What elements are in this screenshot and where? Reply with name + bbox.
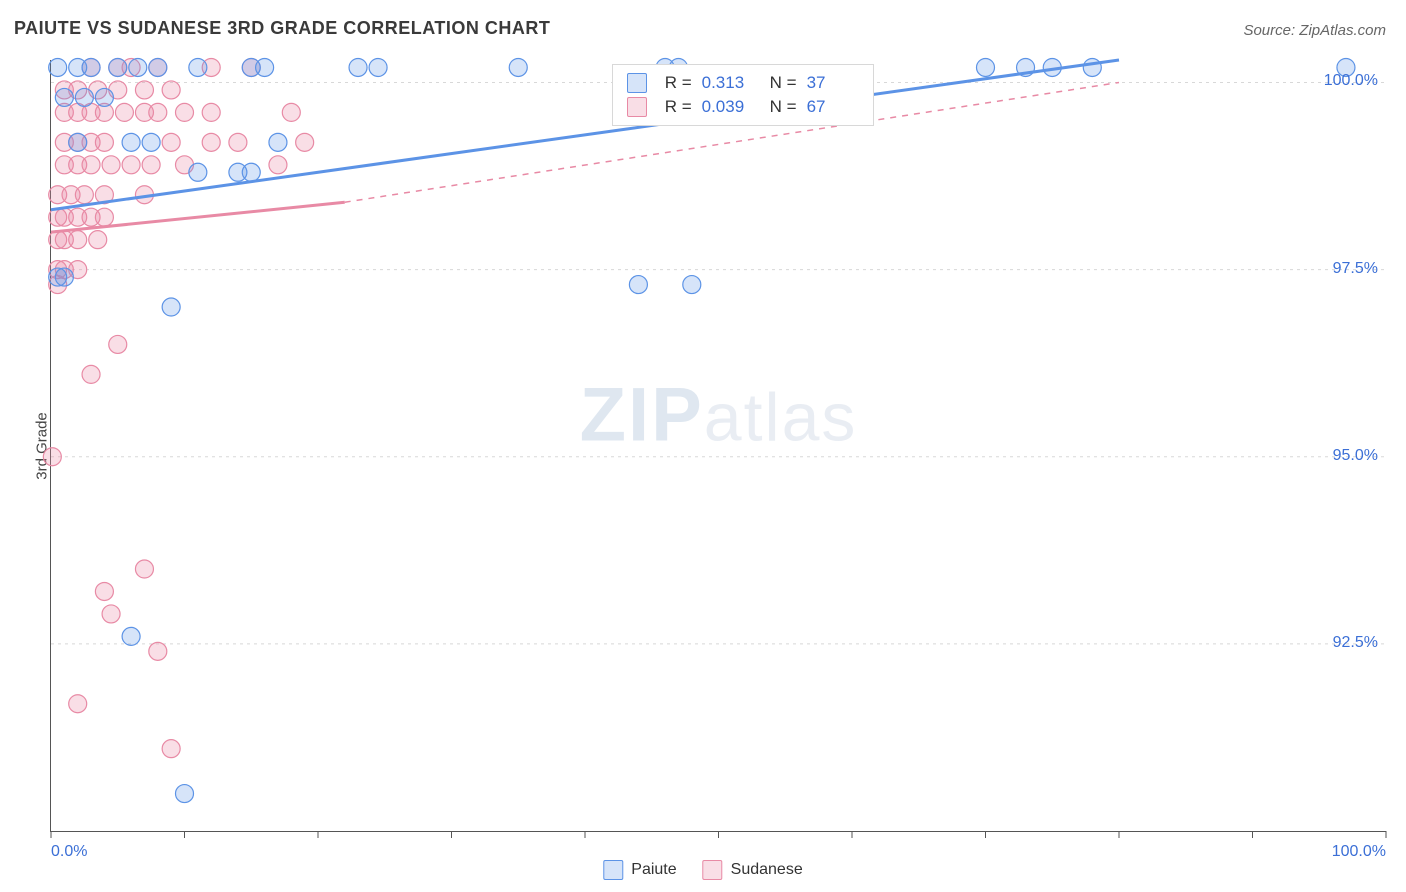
legend-item-paiute: Paiute [603, 860, 676, 880]
stat-r-value: 0.313 [702, 73, 754, 93]
stat-swatch [627, 97, 647, 117]
stat-n-label: N = [770, 97, 797, 117]
y-tick-label: 100.0% [1324, 72, 1378, 90]
plot-svg [51, 60, 1386, 831]
correlation-stats-box: R = 0.313 N = 37 R = 0.039 N = 67 [612, 64, 874, 126]
y-tick-label: 95.0% [1333, 447, 1378, 465]
source-attribution: Source: ZipAtlas.com [1243, 22, 1386, 39]
legend-swatch-sudanese [703, 860, 723, 880]
stat-n-value: 37 [807, 73, 859, 93]
x-tick-label: 100.0% [1332, 843, 1386, 861]
stat-row: R = 0.039 N = 67 [627, 95, 859, 119]
stat-n-value: 67 [807, 97, 859, 117]
stat-r-label: R = [665, 97, 692, 117]
legend-label-sudanese: Sudanese [731, 861, 803, 878]
chart-title: PAIUTE VS SUDANESE 3RD GRADE CORRELATION… [14, 18, 550, 39]
legend-swatch-paiute [603, 860, 623, 880]
bottom-legend: Paiute Sudanese [603, 860, 802, 880]
y-tick-label: 92.5% [1333, 634, 1378, 652]
stat-swatch [627, 73, 647, 93]
stat-n-label: N = [770, 73, 797, 93]
stat-row: R = 0.313 N = 37 [627, 71, 859, 95]
y-axis-label: 3rd Grade [33, 412, 50, 480]
chart-container: PAIUTE VS SUDANESE 3RD GRADE CORRELATION… [0, 0, 1406, 892]
y-tick-label: 97.5% [1333, 260, 1378, 278]
x-tick-label: 0.0% [51, 843, 87, 861]
stat-r-value: 0.039 [702, 97, 754, 117]
legend-item-sudanese: Sudanese [703, 860, 803, 880]
stat-r-label: R = [665, 73, 692, 93]
legend-label-paiute: Paiute [631, 861, 676, 878]
plot-area: ZIPatlas R =0.313N =37R =0.039N =67 92.5… [50, 60, 1386, 832]
